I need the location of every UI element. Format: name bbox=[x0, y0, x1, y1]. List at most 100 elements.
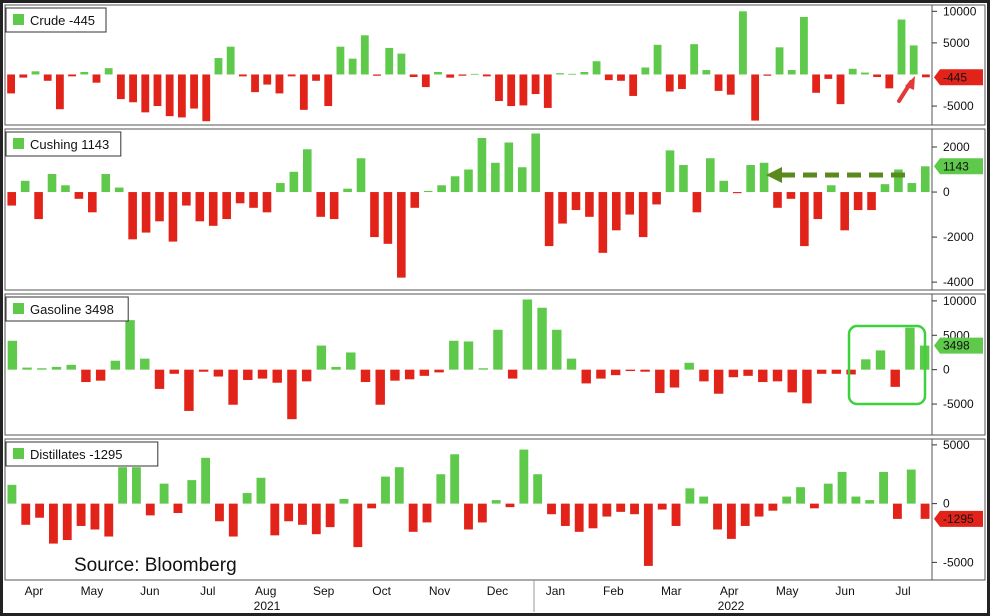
bar bbox=[397, 53, 406, 75]
bar bbox=[585, 192, 594, 217]
bar bbox=[346, 352, 356, 370]
bar bbox=[298, 503, 307, 525]
bar bbox=[519, 449, 529, 504]
bar bbox=[558, 192, 567, 224]
month-label: Apr bbox=[720, 584, 739, 598]
bar bbox=[68, 74, 76, 77]
bar bbox=[809, 503, 819, 509]
bar bbox=[531, 74, 540, 95]
bar bbox=[331, 366, 341, 370]
bar bbox=[758, 369, 768, 383]
month-label: Sep bbox=[313, 584, 335, 598]
bar bbox=[270, 503, 280, 536]
legend-label: Gasoline 3498 bbox=[30, 302, 114, 317]
bar bbox=[728, 369, 739, 378]
bar bbox=[831, 369, 842, 374]
bar bbox=[629, 74, 638, 96]
bar bbox=[409, 74, 418, 77]
bar bbox=[43, 74, 52, 81]
y-tick-label: 0 bbox=[943, 363, 950, 377]
month-label: Dec bbox=[487, 584, 508, 598]
bar bbox=[284, 503, 294, 522]
bar bbox=[198, 369, 209, 372]
bar bbox=[287, 74, 296, 77]
bar bbox=[702, 70, 711, 75]
bar bbox=[768, 503, 778, 511]
bar bbox=[611, 192, 621, 231]
bar bbox=[625, 369, 636, 372]
month-label: Mar bbox=[661, 584, 682, 598]
bar bbox=[643, 503, 653, 566]
bar bbox=[507, 74, 516, 107]
bar bbox=[726, 503, 736, 539]
bar bbox=[692, 192, 702, 213]
bar bbox=[754, 503, 764, 517]
bar bbox=[311, 503, 321, 535]
legend: Gasoline 3498 bbox=[5, 296, 129, 322]
bar bbox=[159, 483, 169, 504]
bar bbox=[690, 44, 699, 75]
bar bbox=[495, 74, 503, 101]
bar bbox=[434, 369, 444, 373]
bar bbox=[772, 369, 783, 382]
bar bbox=[879, 471, 888, 504]
bar bbox=[74, 192, 84, 199]
legend-box bbox=[5, 296, 129, 322]
bar bbox=[517, 167, 527, 193]
panel-distillates: 5000 0 -5000 Distillates -1295 -1295 bbox=[4, 438, 986, 581]
bar bbox=[404, 369, 415, 380]
bar bbox=[228, 369, 238, 405]
bar bbox=[657, 503, 667, 510]
bar bbox=[823, 483, 833, 504]
bar bbox=[740, 503, 750, 526]
bar bbox=[685, 488, 695, 504]
bar bbox=[434, 71, 442, 75]
bar bbox=[242, 493, 252, 504]
bar bbox=[826, 185, 836, 193]
bar bbox=[507, 369, 518, 379]
bar bbox=[228, 503, 238, 537]
bar bbox=[802, 369, 812, 404]
bar bbox=[505, 503, 515, 508]
bar bbox=[522, 299, 533, 370]
bar bbox=[238, 74, 247, 77]
legend-label: Cushing 1143 bbox=[30, 137, 109, 152]
bar bbox=[360, 369, 371, 383]
bar bbox=[235, 192, 245, 204]
y-tick-label: 10000 bbox=[943, 4, 977, 18]
bar bbox=[671, 503, 681, 526]
bar bbox=[272, 369, 282, 383]
month-label: Jun bbox=[140, 584, 159, 598]
bar bbox=[21, 503, 31, 525]
bar bbox=[464, 503, 473, 530]
bar bbox=[873, 74, 882, 77]
bar bbox=[504, 142, 514, 193]
bar bbox=[602, 503, 612, 517]
month-label: Apr bbox=[25, 584, 44, 598]
bar bbox=[299, 74, 308, 110]
bar bbox=[104, 68, 113, 75]
bar bbox=[897, 19, 906, 75]
month-label: Jul bbox=[895, 584, 910, 598]
bar bbox=[568, 73, 577, 75]
bar bbox=[840, 192, 849, 231]
bar bbox=[556, 73, 564, 75]
bar bbox=[699, 496, 709, 504]
source-note: Source: Bloomberg bbox=[74, 555, 237, 576]
bar bbox=[132, 467, 141, 504]
bar bbox=[275, 74, 284, 94]
bar bbox=[812, 74, 821, 93]
bar bbox=[616, 503, 626, 512]
bar bbox=[128, 192, 137, 240]
bar bbox=[846, 369, 856, 375]
bar bbox=[80, 71, 89, 75]
y-tick-label: 0 bbox=[943, 497, 950, 511]
bar bbox=[759, 162, 769, 193]
last-value-tag bbox=[934, 510, 983, 527]
last-value-label: -445 bbox=[943, 70, 967, 84]
bar bbox=[51, 366, 62, 370]
y-tick-label: -5000 bbox=[943, 99, 974, 113]
bar bbox=[348, 58, 357, 75]
bar bbox=[449, 340, 459, 370]
